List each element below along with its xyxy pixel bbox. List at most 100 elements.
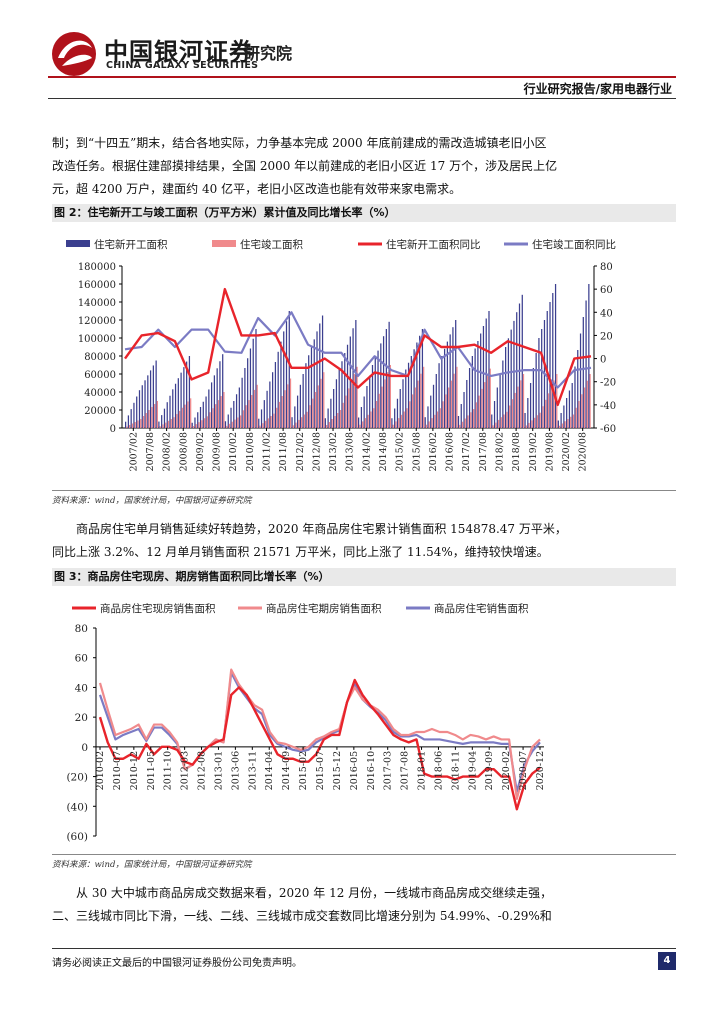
- x-tick-label: 2012-03: [180, 751, 191, 790]
- x-tick-label: 2020-12: [535, 751, 546, 790]
- bar-new-start: [488, 311, 490, 428]
- bar-new-start: [430, 395, 432, 428]
- bar-new-start: [396, 398, 399, 428]
- bar-completion: [550, 386, 552, 428]
- x-tick-label: 2012/08: [311, 432, 322, 471]
- bar-completion: [411, 394, 414, 428]
- x-tick-label: 2009/02: [195, 432, 206, 471]
- bar-completion: [428, 421, 430, 428]
- bar-new-start: [166, 402, 168, 428]
- bar-completion: [423, 366, 425, 428]
- legend-label: 住宅新开工面积: [94, 238, 168, 251]
- y2-tick-label: 0: [600, 355, 606, 366]
- bar-completion: [325, 425, 328, 428]
- bar-new-start: [560, 413, 562, 428]
- bar-new-start: [335, 379, 338, 428]
- bar-new-start: [455, 320, 457, 428]
- bar-new-start: [579, 333, 582, 428]
- bar-completion: [137, 420, 139, 428]
- bar-completion: [184, 404, 186, 428]
- bar-new-start: [344, 353, 346, 428]
- bar-new-start: [499, 374, 501, 428]
- bar-completion: [459, 424, 461, 428]
- bar-completion: [215, 404, 217, 428]
- bar-completion: [328, 422, 330, 428]
- bar-completion: [511, 399, 514, 428]
- report-type: 行业研究报告/家用电器行业: [523, 82, 672, 96]
- paragraph-1: 制；到“十四五”期末，结合各地实际，力争基本完成 2000 年底前建成的需改造城…: [52, 132, 676, 201]
- x-tick-label: 2019-09: [484, 751, 495, 790]
- x-tick-label: 2014/08: [378, 432, 389, 471]
- bar-new-start: [394, 408, 396, 428]
- series-line: [98, 668, 541, 800]
- legend-label: 商品房住宅销售面积: [434, 602, 529, 615]
- bar-new-start: [163, 408, 166, 428]
- x-tick-label: 2011-10: [163, 751, 174, 790]
- bar-new-start: [191, 422, 193, 428]
- x-tick-label: 2015-02: [298, 751, 309, 790]
- brand-name-en: CHINA GALAXY SECURITIES: [106, 60, 259, 71]
- bar-new-start: [374, 357, 376, 428]
- x-tick-label: 2014/02: [361, 432, 372, 471]
- bar-new-start: [227, 414, 229, 428]
- bar-completion: [162, 424, 164, 428]
- footer-disclaimer: 请务必阅读正文最后的中国银河证券股份公司免责声明。: [52, 958, 302, 969]
- bar-new-start: [449, 334, 451, 428]
- bar-new-start: [518, 303, 521, 428]
- paragraph-line: 从 30 大中城市商品房成交数据来看，2020 年 12 月份，一线城市商品房成…: [76, 886, 553, 900]
- bar-new-start: [482, 326, 485, 428]
- paragraph-3: 从 30 大中城市商品房成交数据来看，2020 年 12 月份，一线城市商品房成…: [52, 882, 676, 928]
- bar-completion: [195, 424, 197, 428]
- bar-completion: [231, 421, 233, 428]
- bar-completion: [522, 374, 525, 428]
- bar-completion: [583, 387, 586, 428]
- bar-completion: [586, 380, 588, 428]
- x-tick-label: 2018/08: [511, 432, 522, 471]
- bar-completion: [248, 400, 250, 428]
- bar-completion: [461, 421, 464, 428]
- bar-new-start: [183, 367, 185, 428]
- bar-new-start: [468, 368, 471, 428]
- bar-completion: [533, 417, 536, 428]
- bar-completion: [373, 408, 375, 428]
- bar-new-start: [405, 369, 407, 428]
- bar-new-start: [244, 368, 246, 428]
- bar-new-start: [152, 365, 154, 428]
- bar-new-start: [507, 338, 510, 428]
- bar-completion: [581, 394, 583, 428]
- x-tick-label: 2020-02: [501, 751, 512, 790]
- bar-completion: [181, 407, 183, 428]
- bar-new-start: [438, 363, 440, 428]
- bar-new-start: [471, 356, 473, 428]
- bar-completion: [589, 374, 591, 428]
- bar-new-start: [452, 327, 454, 428]
- bar-new-start: [552, 293, 554, 428]
- bar-completion: [306, 411, 308, 428]
- x-tick-label: 2011/08: [278, 432, 289, 471]
- bar-new-start: [419, 335, 421, 428]
- bar-new-start: [352, 328, 354, 428]
- bar-completion: [472, 409, 475, 428]
- bar-new-start: [524, 413, 526, 428]
- bar-new-start: [346, 344, 349, 428]
- bar-completion: [148, 410, 150, 428]
- bar-new-start: [280, 341, 282, 428]
- bar-new-start: [410, 356, 412, 428]
- bar-completion: [370, 411, 372, 428]
- legend-label: 商品房住宅现房销售面积: [100, 602, 216, 615]
- bar-completion: [364, 418, 367, 428]
- bar-completion: [223, 392, 225, 428]
- bar-completion: [187, 401, 189, 428]
- bar-new-start: [416, 342, 418, 428]
- y2-tick-label: 20: [600, 331, 613, 342]
- bar-new-start: [247, 358, 249, 428]
- bar-new-start: [557, 420, 559, 428]
- bar-new-start: [144, 380, 146, 428]
- y2-tick-label: 60: [600, 285, 613, 296]
- legend-label: 住宅新开工面积同比: [386, 238, 481, 251]
- bar-completion: [317, 385, 319, 428]
- bar-new-start: [202, 401, 204, 428]
- x-tick-label: 2014-09: [281, 751, 292, 790]
- bar-new-start: [330, 398, 332, 428]
- x-tick-label: 2018-11: [450, 751, 461, 790]
